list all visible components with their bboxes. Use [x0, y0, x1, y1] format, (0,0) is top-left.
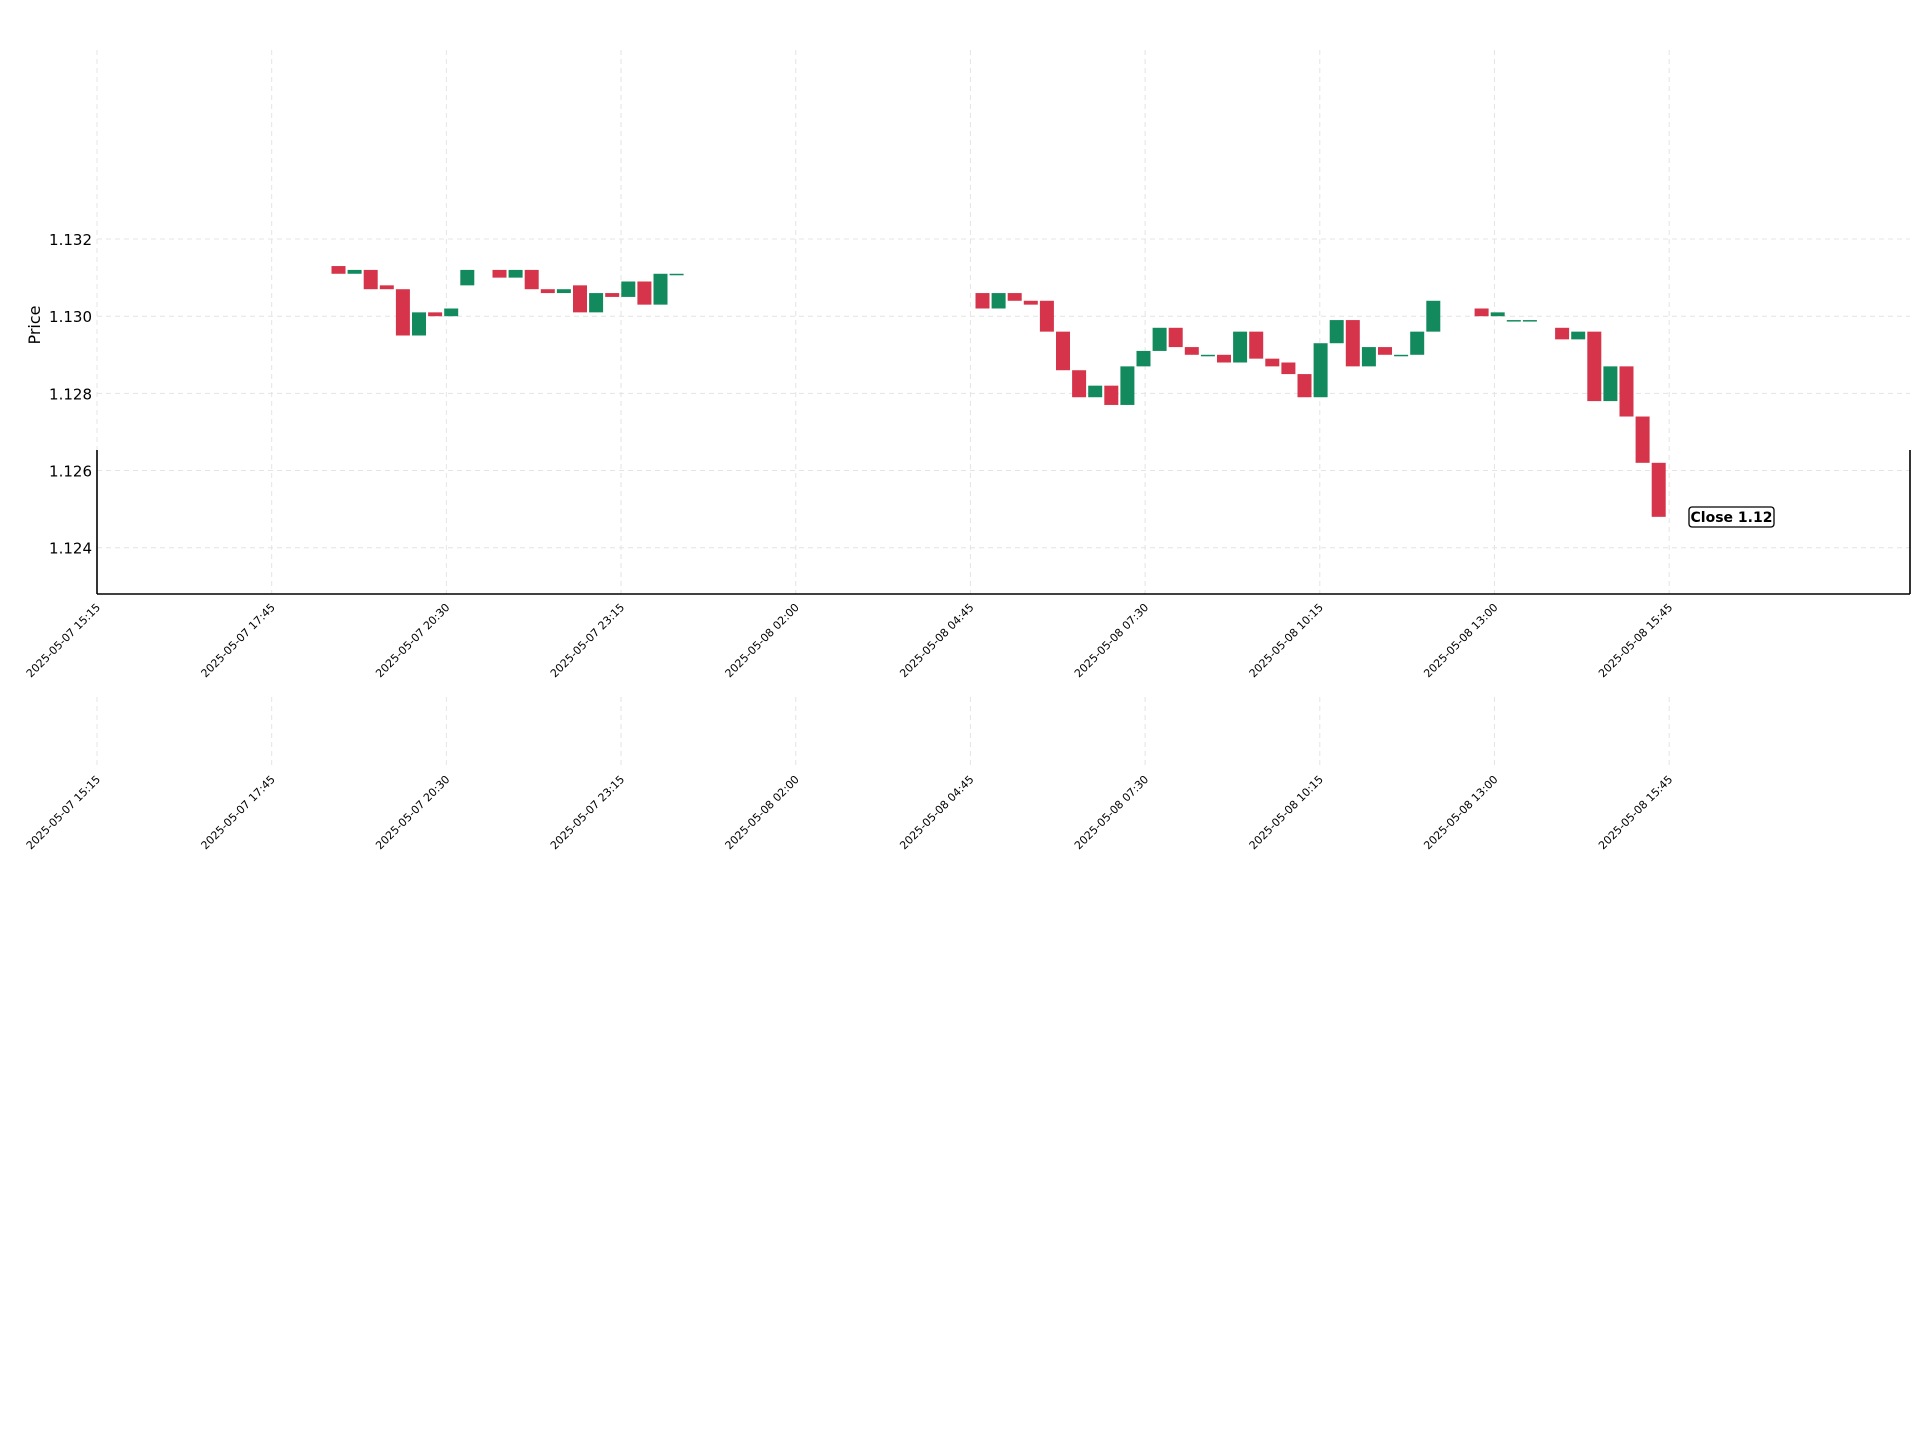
x-tick-label: 2025-05-07 23:15	[548, 601, 627, 680]
y-tick-label: 1.124	[49, 540, 92, 558]
x-tick-label-secondary: 2025-05-08 07:30	[1072, 773, 1151, 852]
x-tick-labels-secondary: 2025-05-07 15:15 2025-05-07 17:45 2025-05-…	[24, 773, 1675, 852]
candle-down	[1168, 327, 1183, 348]
candle-down	[1007, 293, 1022, 301]
candle-down	[637, 281, 652, 305]
candle-up	[669, 273, 684, 276]
x-tick-label-secondary: 2025-05-08 13:00	[1421, 773, 1500, 852]
candle-down	[1104, 385, 1119, 405]
candle-down	[1345, 320, 1360, 367]
candle-down	[1635, 416, 1650, 463]
candle-down	[1281, 362, 1296, 375]
candle-up	[1410, 331, 1425, 355]
x-tick-label: 2025-05-08 02:00	[723, 601, 802, 680]
candle-up	[1152, 327, 1167, 351]
x-tick-label: 2025-05-07 15:15	[24, 601, 103, 680]
candle-down	[975, 293, 990, 309]
x-tick-label: 2025-05-08 07:30	[1072, 601, 1151, 680]
candle-down	[395, 289, 410, 336]
candle-up	[460, 269, 475, 286]
candle-down	[1619, 366, 1634, 417]
candle-down	[1217, 354, 1231, 363]
x-tick-label: 2025-05-08 15:45	[1596, 601, 1675, 680]
x-tick-label-secondary: 2025-05-07 23:15	[548, 773, 627, 852]
candle-up	[1522, 320, 1537, 322]
candle-up	[1426, 300, 1441, 332]
candle-down	[1651, 462, 1666, 517]
candle-up	[1120, 366, 1135, 405]
x-tick-label: 2025-05-08 13:00	[1421, 601, 1500, 680]
candle-up	[347, 269, 362, 274]
x-tick-label: 2025-05-07 20:30	[373, 601, 452, 680]
close-annotation-box	[1688, 506, 1775, 528]
candle-up	[1233, 331, 1248, 363]
close-annotation-text: Close 1.12	[1691, 510, 1773, 526]
candle-down	[331, 266, 346, 274]
y-tick-labels: 1.124 1.126 1.128 1.130 1.132	[49, 231, 92, 558]
candle-down	[1378, 347, 1392, 355]
candle-down	[605, 293, 620, 297]
candle-up	[1394, 354, 1409, 357]
candle-up	[1506, 320, 1521, 322]
candle-up	[1490, 312, 1505, 317]
candles	[331, 266, 1666, 517]
candle-up	[1603, 366, 1618, 402]
candle-up	[991, 293, 1006, 309]
candle-up	[444, 308, 459, 317]
candle-down	[1039, 300, 1054, 332]
y-tick-label: 1.128	[49, 385, 92, 403]
candle-down	[1184, 347, 1199, 355]
candle-down	[1249, 331, 1264, 359]
x-tick-label-secondary: 2025-05-08 15:45	[1596, 773, 1675, 852]
close-annotation: Close 1.12	[1688, 506, 1775, 528]
candle-down	[379, 285, 394, 290]
candle-up	[1200, 354, 1215, 357]
candle-up	[1136, 350, 1151, 367]
candle-up	[508, 269, 523, 278]
x-tick-label-secondary: 2025-05-08 02:00	[723, 773, 802, 852]
candle-down	[1056, 331, 1070, 371]
candle-down	[428, 312, 443, 317]
x-tick-labels-main: 2025-05-07 15:15 2025-05-07 17:45 2025-05-…	[24, 601, 1675, 680]
candle-down	[573, 285, 587, 313]
candle-down	[540, 289, 555, 294]
candle-down	[1587, 331, 1602, 402]
candle-down	[1265, 358, 1280, 367]
x-tick-label: 2025-05-07 17:45	[199, 601, 278, 680]
candle-down	[1555, 327, 1570, 340]
y-axis-label: Price	[25, 305, 44, 344]
x-tick-label-secondary: 2025-05-07 15:15	[24, 773, 103, 852]
y-tick-label: 1.126	[49, 463, 92, 481]
candle-up	[1313, 343, 1328, 398]
candle-down	[524, 269, 539, 290]
candle-up	[1571, 331, 1586, 340]
candle-down	[363, 269, 378, 290]
y-tick-label: 1.132	[49, 231, 92, 249]
y-tick-label: 1.130	[49, 308, 92, 326]
candle-down	[1474, 308, 1489, 317]
candle-up	[412, 312, 426, 336]
x-tick-label-secondary: 2025-05-07 17:45	[199, 773, 278, 852]
candle-up	[653, 273, 668, 305]
candle-down	[1297, 374, 1312, 398]
x-tick-label-secondary: 2025-05-07 20:30	[373, 773, 452, 852]
candle-up	[1088, 385, 1103, 398]
price-axes	[96, 450, 1911, 595]
candle-up	[589, 293, 604, 313]
x-tick-label: 2025-05-08 04:45	[897, 601, 976, 680]
candle-up	[1329, 320, 1344, 344]
x-tick-label: 2025-05-08 10:15	[1247, 601, 1326, 680]
candle-down	[1072, 370, 1087, 398]
x-tick-label-secondary: 2025-05-08 04:45	[897, 773, 976, 852]
x-tick-label-secondary: 2025-05-08 10:15	[1247, 773, 1326, 852]
candle-up	[1361, 347, 1376, 367]
candle-up	[556, 289, 571, 294]
candle-down	[492, 269, 507, 278]
candle-up	[621, 281, 636, 297]
candle-down	[1023, 300, 1038, 305]
grid-lines	[96, 50, 1910, 767]
